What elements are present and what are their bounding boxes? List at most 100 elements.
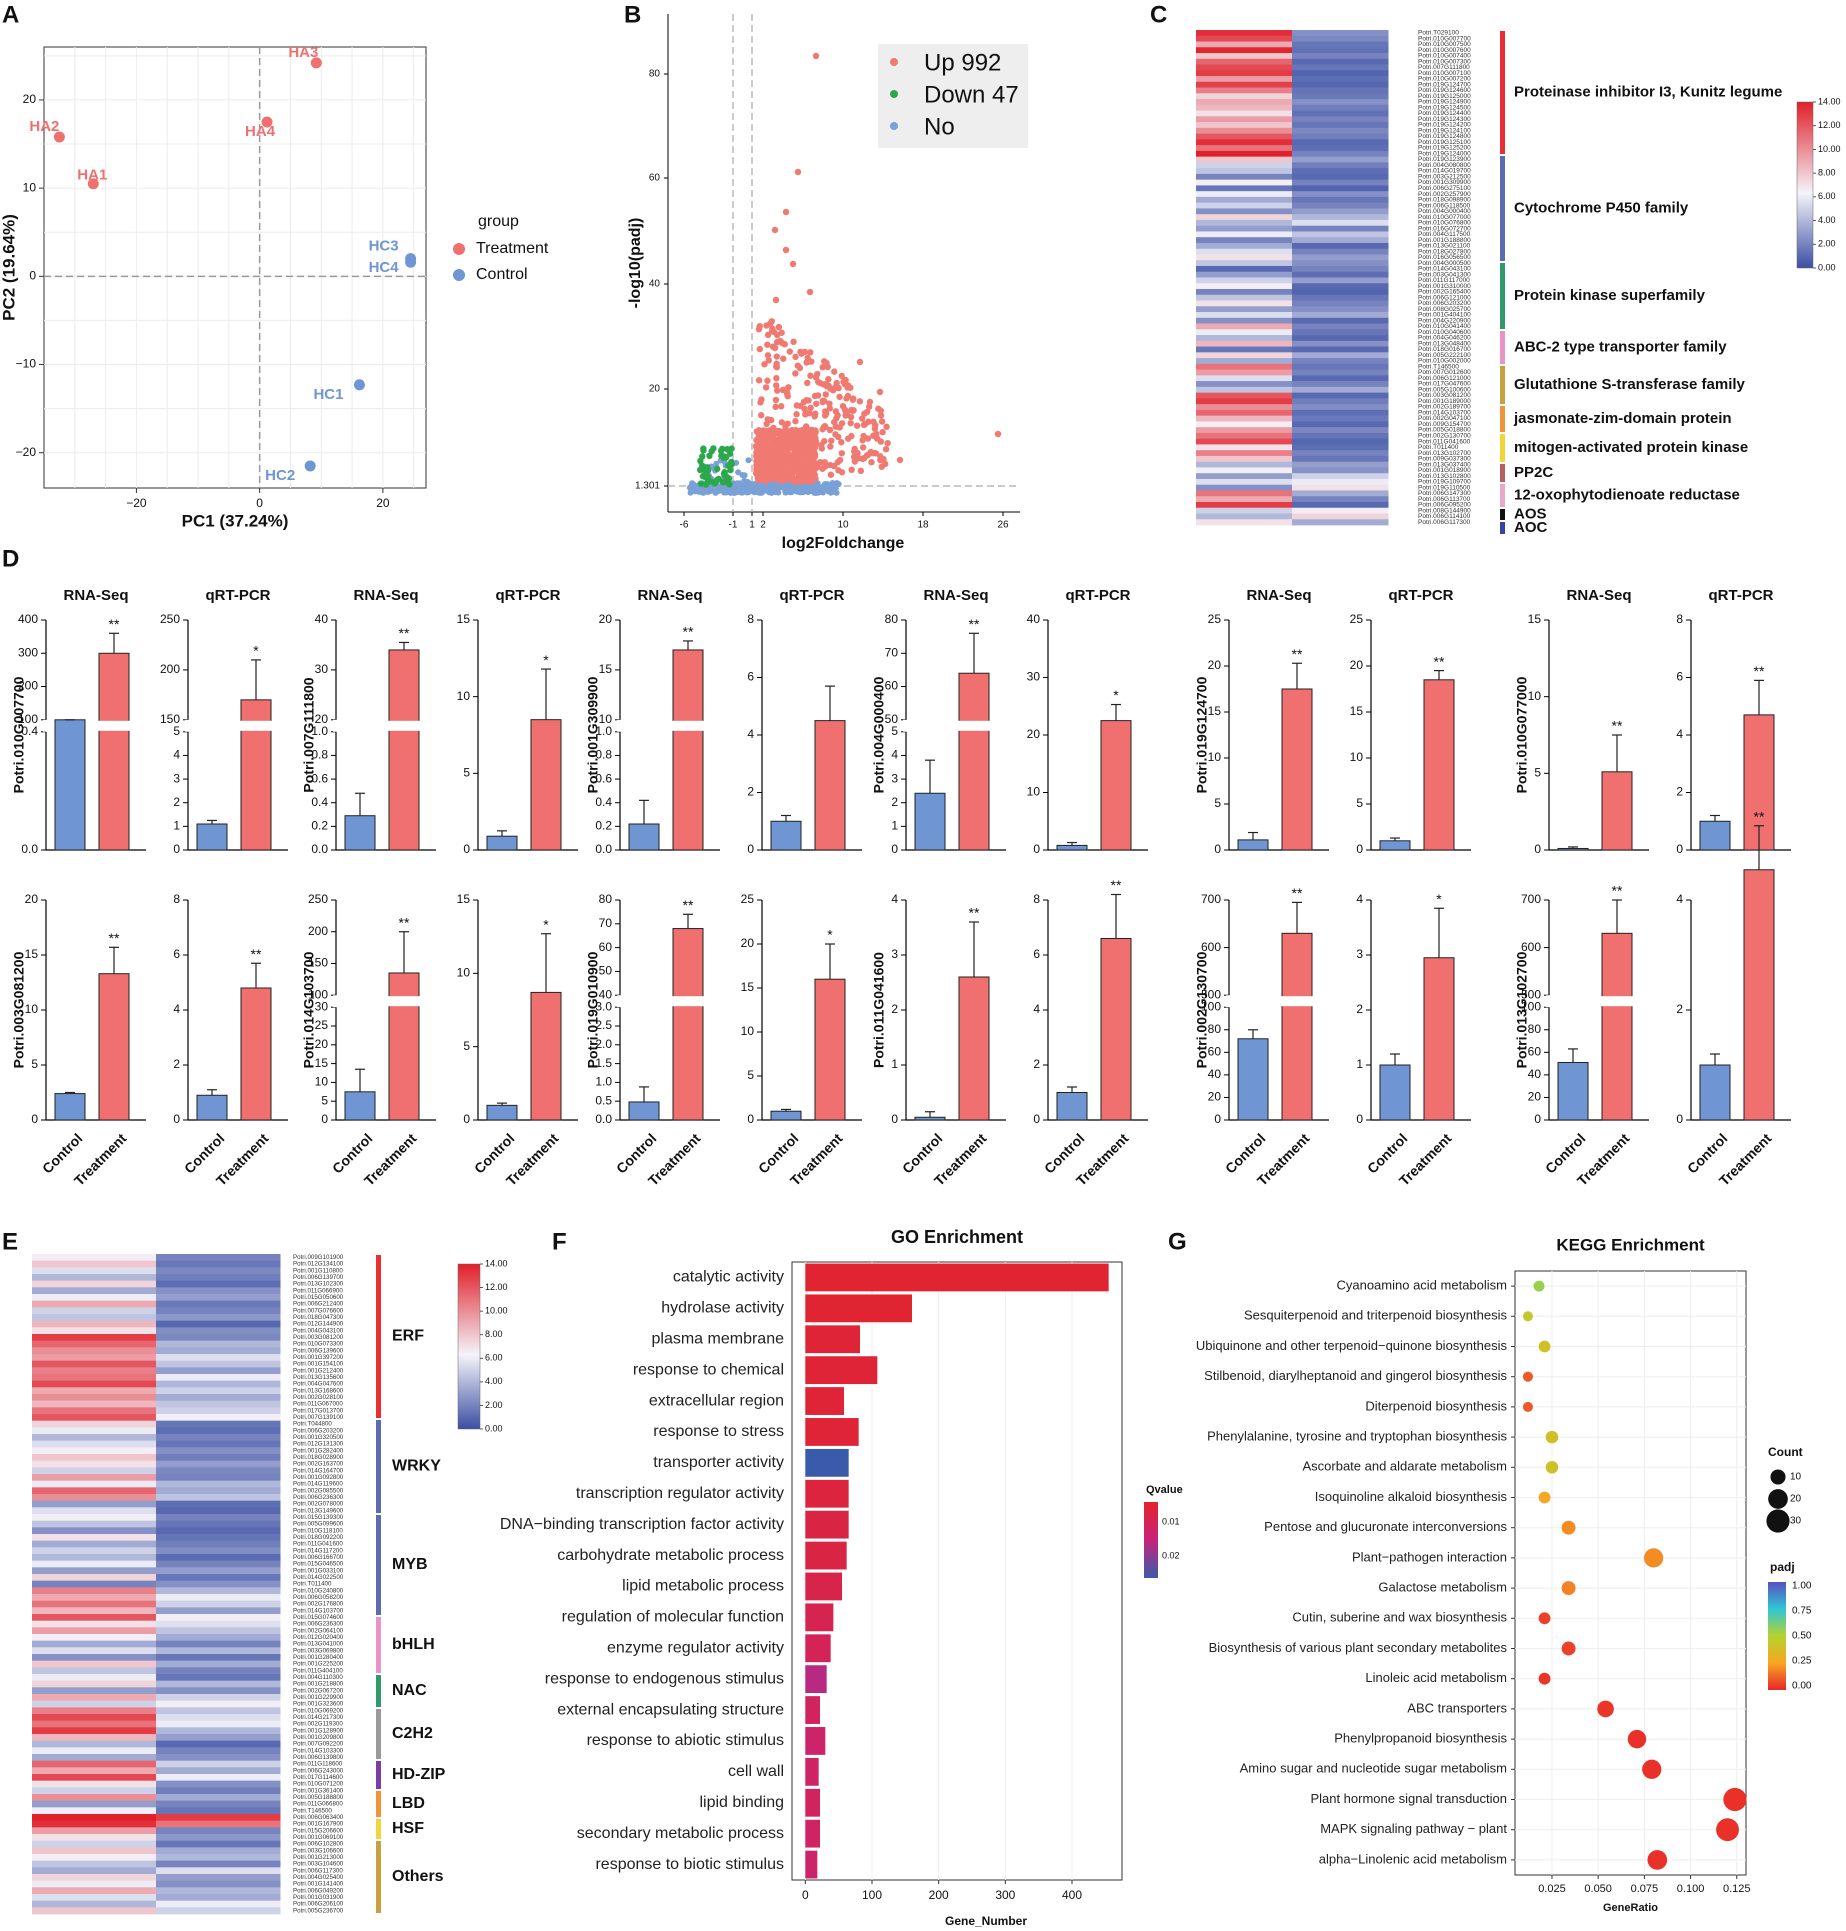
heatmap-cell <box>156 1907 281 1915</box>
pca-point <box>353 379 365 391</box>
method-header: RNA-Seq <box>923 587 988 604</box>
y-tick-label: 20 <box>599 612 613 626</box>
colorbar-tick-label: 12.00 <box>1818 120 1841 130</box>
volcano-point <box>764 331 772 339</box>
heatmap-cell <box>1292 64 1389 71</box>
bar <box>54 719 86 851</box>
heatmap-cell <box>32 1340 157 1348</box>
category-label: AOC <box>1514 519 1548 536</box>
colorbar-tick-label: 4.00 <box>1818 215 1836 225</box>
heatmap-cell <box>1292 116 1389 123</box>
heatmap-cell <box>32 1727 157 1735</box>
heatmap-cell <box>32 1867 157 1875</box>
volcano-point <box>821 408 829 415</box>
go-bar <box>805 1541 847 1570</box>
heatmap-cell <box>32 1260 157 1268</box>
volcano-point <box>725 475 733 482</box>
category-label: WRKY <box>392 1458 441 1475</box>
gene-label: Potri.T146500 <box>293 1807 332 1814</box>
pathway-label: Linoleic acid metabolism <box>1365 1670 1507 1685</box>
volcano-point <box>878 418 886 425</box>
heatmap-cell <box>1292 340 1389 347</box>
go-term-label: response to stress <box>653 1423 784 1440</box>
go-bar <box>805 1263 1109 1292</box>
heatmap-cell <box>156 1627 281 1635</box>
heatmap-cell <box>32 1560 157 1568</box>
size-legend-label: 20 <box>1790 1494 1802 1505</box>
volcano-point <box>779 477 786 484</box>
volcano-point <box>773 363 780 370</box>
heatmap-cell <box>1196 30 1293 37</box>
volcano-point <box>870 418 877 425</box>
gene-label: Potri.001G212400 <box>293 1367 344 1374</box>
heatmap-cell <box>1196 335 1293 342</box>
heatmap-cell <box>32 1294 157 1302</box>
volcano-point <box>816 379 824 387</box>
heatmap-cell <box>1196 219 1293 227</box>
bar <box>1056 844 1088 851</box>
heatmap-cell <box>156 1300 281 1308</box>
y-tick-label: 15 <box>1350 704 1364 718</box>
color-legend-tick-label: 0.25 <box>1792 1656 1812 1667</box>
heatmap-cell <box>156 1594 281 1602</box>
legend-box <box>878 44 1028 148</box>
y-tick-label: 100 <box>1201 999 1221 1013</box>
heatmap-cell <box>32 1534 157 1542</box>
heatmap-cell <box>156 1740 281 1748</box>
volcano-point <box>835 433 842 441</box>
y-tick-label: 5 <box>747 1068 754 1082</box>
panel-g-kegg: 0.025 0.050 0.075 0.100 0.125 Cyanoamino acid… <box>1196 1235 1812 1913</box>
y-tick-label: 250 <box>160 612 180 626</box>
category-label: Proteinase inhibitor I3, Kunitz legume <box>1514 83 1782 100</box>
heatmap-cell <box>1196 260 1293 267</box>
heatmap-cell <box>1196 507 1293 514</box>
heatmap-cell <box>156 1340 281 1348</box>
gene-label: Potri.004G080800 <box>1418 162 1471 169</box>
bar <box>958 976 990 1121</box>
y-tick-label: 4 <box>891 892 898 906</box>
heatmap-cell <box>1196 58 1293 65</box>
gene-label: Potri.013G168600 <box>293 1387 344 1394</box>
heatmap-cell <box>1196 300 1293 307</box>
volcano-point <box>708 478 715 485</box>
volcano-point <box>719 479 727 486</box>
x-tick-label: 300 <box>995 1888 1015 1902</box>
gene-label: Potri.010G071200 <box>293 1781 344 1788</box>
heatmap-cell <box>32 1374 157 1382</box>
significance-label: ** <box>969 905 980 921</box>
heatmap-cell <box>1292 162 1389 169</box>
y-tick-label: 100 <box>18 712 38 726</box>
method-header: RNA-Seq <box>1246 587 1311 604</box>
heatmap-cell <box>1292 139 1389 146</box>
heatmap-cell <box>32 1467 157 1475</box>
bar-break <box>388 996 420 1007</box>
heatmap-cell <box>1196 496 1293 503</box>
volcano-point <box>811 413 818 420</box>
heatmap-cell <box>32 1907 157 1915</box>
gene-label: Potri.T011400 <box>293 1581 332 1588</box>
heatmap-cell <box>1292 398 1389 405</box>
heatmap-cell <box>1292 329 1389 336</box>
heatmap-cell <box>1292 438 1389 445</box>
gene-label: Potri.019G125100 <box>1418 139 1471 146</box>
heatmap-cell <box>1292 496 1389 503</box>
heatmap-cell <box>156 1347 281 1355</box>
heatmap-cell <box>32 1854 157 1862</box>
volcano-point <box>844 382 852 389</box>
bar <box>814 978 846 1121</box>
heatmap-cell <box>1292 196 1389 204</box>
heatmap-cell <box>1292 519 1389 526</box>
panel-letter-D: D <box>2 545 19 572</box>
method-header: RNA-Seq <box>63 587 128 604</box>
significance-label: ** <box>399 625 410 641</box>
category-label: NAC <box>392 1682 427 1699</box>
category-label: jasmonate-zim-domain protein <box>1513 410 1732 427</box>
heatmap-cell <box>1196 358 1293 365</box>
category-bar <box>376 1709 381 1759</box>
heatmap-cell <box>32 1520 157 1528</box>
bar <box>1056 1092 1088 1121</box>
gene-label: Potri.014G043100 <box>1418 266 1471 273</box>
gene-label: Potri.001G031900 <box>293 1894 344 1901</box>
y-tick-label: 8 <box>747 612 754 626</box>
method-header: qRT-PCR <box>496 587 561 604</box>
